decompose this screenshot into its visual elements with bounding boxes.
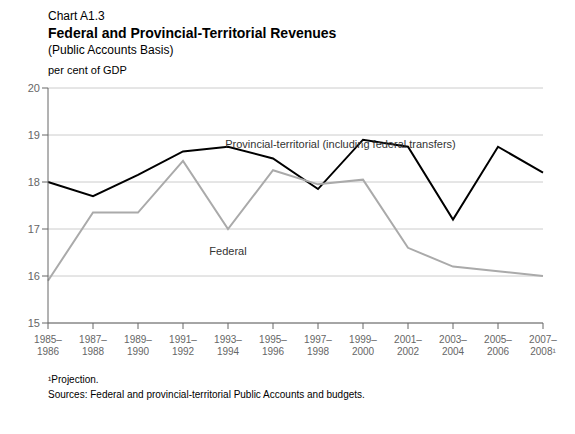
svg-text:2005–2006: 2005–2006 bbox=[484, 334, 512, 357]
html-text:(Public Accounts Basis): (Public Accounts Basis) bbox=[48, 43, 174, 57]
html-text:¹Projection.: ¹Projection. bbox=[48, 374, 99, 385]
svg-text:1989–1990: 1989–1990 bbox=[124, 334, 152, 357]
svg-text:1995–1996: 1995–1996 bbox=[259, 334, 287, 357]
svg-text:1987–1988: 1987–1988 bbox=[79, 334, 107, 357]
svg-text:2007–2008¹: 2007–2008¹ bbox=[529, 334, 557, 357]
svg-text:15: 15 bbox=[28, 317, 40, 329]
svg-text:1993–1994: 1993–1994 bbox=[214, 334, 242, 357]
svg-text:2003–2004: 2003–2004 bbox=[439, 334, 467, 357]
svg-text:17: 17 bbox=[28, 223, 40, 235]
svg-text:1985–1986: 1985–1986 bbox=[34, 334, 62, 357]
svg-text:Federal: Federal bbox=[209, 245, 246, 257]
html-text:Sources: Federal and provincia: Sources: Federal and provincial-territor… bbox=[48, 389, 365, 400]
svg-text:20: 20 bbox=[28, 82, 40, 94]
svg-text:2001–2002: 2001–2002 bbox=[394, 334, 422, 357]
svg-text:19: 19 bbox=[28, 129, 40, 141]
html-text:Chart A1.3: Chart A1.3 bbox=[48, 9, 105, 23]
svg-text:1991–1992: 1991–1992 bbox=[169, 334, 197, 357]
html-text:per cent of GDP: per cent of GDP bbox=[48, 64, 127, 76]
html-text:Federal and Provincial-Territo: Federal and Provincial-Territorial Reven… bbox=[48, 25, 337, 41]
svg-text:1997–1998: 1997–1998 bbox=[304, 334, 332, 357]
svg-text:1999–2000: 1999–2000 bbox=[349, 334, 377, 357]
svg-text:18: 18 bbox=[28, 176, 40, 188]
svg-text:16: 16 bbox=[28, 270, 40, 282]
svg-text:Provincial-territorial (includ: Provincial-territorial (including federa… bbox=[225, 138, 455, 150]
